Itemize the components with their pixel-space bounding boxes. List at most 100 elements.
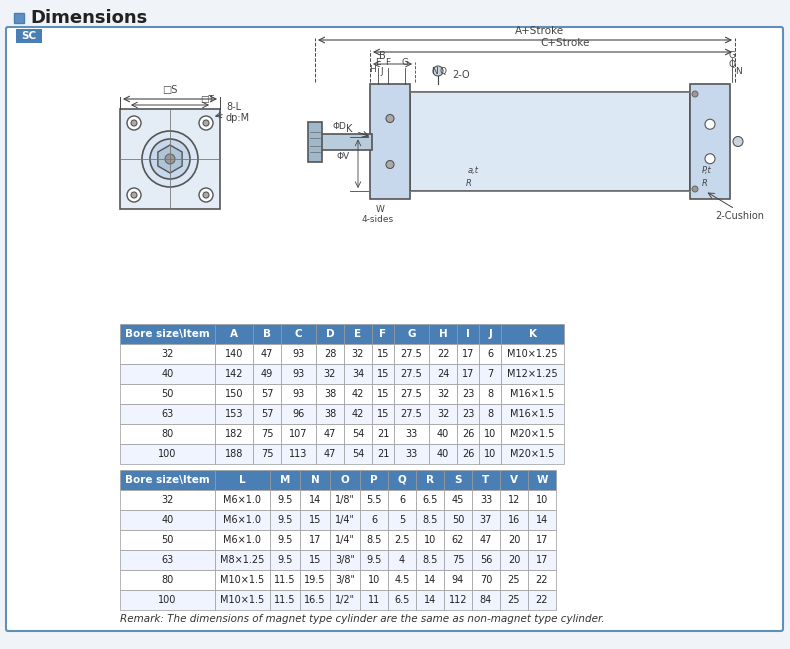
Bar bbox=[444, 510, 472, 530]
Circle shape bbox=[131, 120, 137, 126]
Text: M16×1.5: M16×1.5 bbox=[510, 389, 555, 399]
Circle shape bbox=[165, 154, 175, 164]
Text: 2.5: 2.5 bbox=[394, 535, 410, 545]
Text: 21: 21 bbox=[377, 429, 389, 439]
Text: 150: 150 bbox=[224, 389, 243, 399]
Text: 112: 112 bbox=[449, 595, 467, 605]
Bar bbox=[501, 344, 564, 364]
Text: 94: 94 bbox=[452, 575, 465, 585]
Text: 75: 75 bbox=[452, 555, 465, 565]
Text: 19.5: 19.5 bbox=[304, 575, 325, 585]
Text: H: H bbox=[438, 329, 447, 339]
Bar bbox=[500, 510, 528, 530]
Text: 50: 50 bbox=[161, 535, 174, 545]
Text: 3/8": 3/8" bbox=[335, 575, 355, 585]
Bar bbox=[500, 470, 528, 490]
Text: 84: 84 bbox=[480, 595, 492, 605]
Text: 26: 26 bbox=[462, 449, 474, 459]
Text: 20: 20 bbox=[508, 535, 520, 545]
Bar bbox=[270, 530, 300, 550]
Text: 47: 47 bbox=[261, 349, 273, 359]
Text: 6.5: 6.5 bbox=[394, 595, 410, 605]
Text: K: K bbox=[346, 125, 352, 134]
Text: 63: 63 bbox=[161, 409, 174, 419]
Bar bbox=[457, 444, 479, 464]
Bar bbox=[270, 550, 300, 570]
Text: 113: 113 bbox=[289, 449, 307, 459]
Bar bbox=[215, 510, 270, 530]
Text: 16.5: 16.5 bbox=[304, 595, 325, 605]
Bar bbox=[316, 324, 344, 344]
Text: 11.5: 11.5 bbox=[274, 575, 295, 585]
Bar bbox=[472, 490, 500, 510]
Bar bbox=[120, 490, 215, 510]
Bar bbox=[388, 530, 416, 550]
Text: 26: 26 bbox=[462, 429, 474, 439]
Bar bbox=[500, 590, 528, 610]
Bar bbox=[444, 530, 472, 550]
Text: M10×1.5: M10×1.5 bbox=[220, 595, 265, 605]
Bar bbox=[120, 384, 215, 404]
Text: 40: 40 bbox=[161, 369, 174, 379]
Text: 1/8": 1/8" bbox=[335, 495, 355, 505]
Bar bbox=[444, 570, 472, 590]
Bar bbox=[372, 404, 394, 424]
Bar bbox=[120, 324, 215, 344]
Text: 7: 7 bbox=[487, 369, 493, 379]
Bar bbox=[215, 444, 253, 464]
Text: S: S bbox=[454, 475, 461, 485]
Text: M20×1.5: M20×1.5 bbox=[510, 429, 555, 439]
Bar bbox=[360, 510, 388, 530]
Bar bbox=[215, 590, 270, 610]
Text: 17: 17 bbox=[309, 535, 322, 545]
Bar bbox=[501, 424, 564, 444]
Text: W: W bbox=[536, 475, 547, 485]
Text: 8.5: 8.5 bbox=[423, 515, 438, 525]
Text: J: J bbox=[488, 329, 492, 339]
Text: ΦV: ΦV bbox=[337, 152, 350, 161]
Bar bbox=[300, 490, 330, 510]
Text: 17: 17 bbox=[536, 535, 548, 545]
Bar bbox=[14, 13, 24, 23]
Text: B: B bbox=[263, 329, 271, 339]
Circle shape bbox=[199, 116, 213, 130]
Bar bbox=[360, 530, 388, 550]
Text: 5: 5 bbox=[399, 515, 405, 525]
Bar bbox=[215, 530, 270, 550]
Bar bbox=[500, 530, 528, 550]
Text: M6×1.0: M6×1.0 bbox=[224, 515, 261, 525]
Bar bbox=[472, 510, 500, 530]
Bar bbox=[120, 570, 215, 590]
Bar bbox=[215, 364, 253, 384]
Bar bbox=[416, 470, 444, 490]
Bar bbox=[281, 324, 316, 344]
Bar bbox=[16, 29, 42, 43]
Text: 47: 47 bbox=[324, 429, 337, 439]
Text: P: P bbox=[371, 475, 378, 485]
Text: 9.5: 9.5 bbox=[367, 555, 382, 565]
Bar bbox=[472, 550, 500, 570]
Text: 188: 188 bbox=[225, 449, 243, 459]
Text: 47: 47 bbox=[480, 535, 492, 545]
Bar bbox=[472, 590, 500, 610]
Bar bbox=[388, 570, 416, 590]
Bar bbox=[120, 404, 215, 424]
Text: 182: 182 bbox=[224, 429, 243, 439]
Text: 75: 75 bbox=[261, 449, 273, 459]
Bar bbox=[344, 424, 372, 444]
Bar bbox=[281, 424, 316, 444]
Text: 140: 140 bbox=[225, 349, 243, 359]
Text: 22: 22 bbox=[536, 595, 548, 605]
Text: 22: 22 bbox=[536, 575, 548, 585]
Text: R: R bbox=[426, 475, 434, 485]
Bar bbox=[501, 364, 564, 384]
Text: 22: 22 bbox=[437, 349, 450, 359]
Text: 17: 17 bbox=[462, 349, 474, 359]
Text: 15: 15 bbox=[377, 409, 389, 419]
Text: 40: 40 bbox=[437, 449, 450, 459]
Bar bbox=[253, 384, 281, 404]
Bar bbox=[120, 424, 215, 444]
Text: 40: 40 bbox=[161, 515, 174, 525]
Bar bbox=[479, 424, 501, 444]
Bar bbox=[344, 404, 372, 424]
